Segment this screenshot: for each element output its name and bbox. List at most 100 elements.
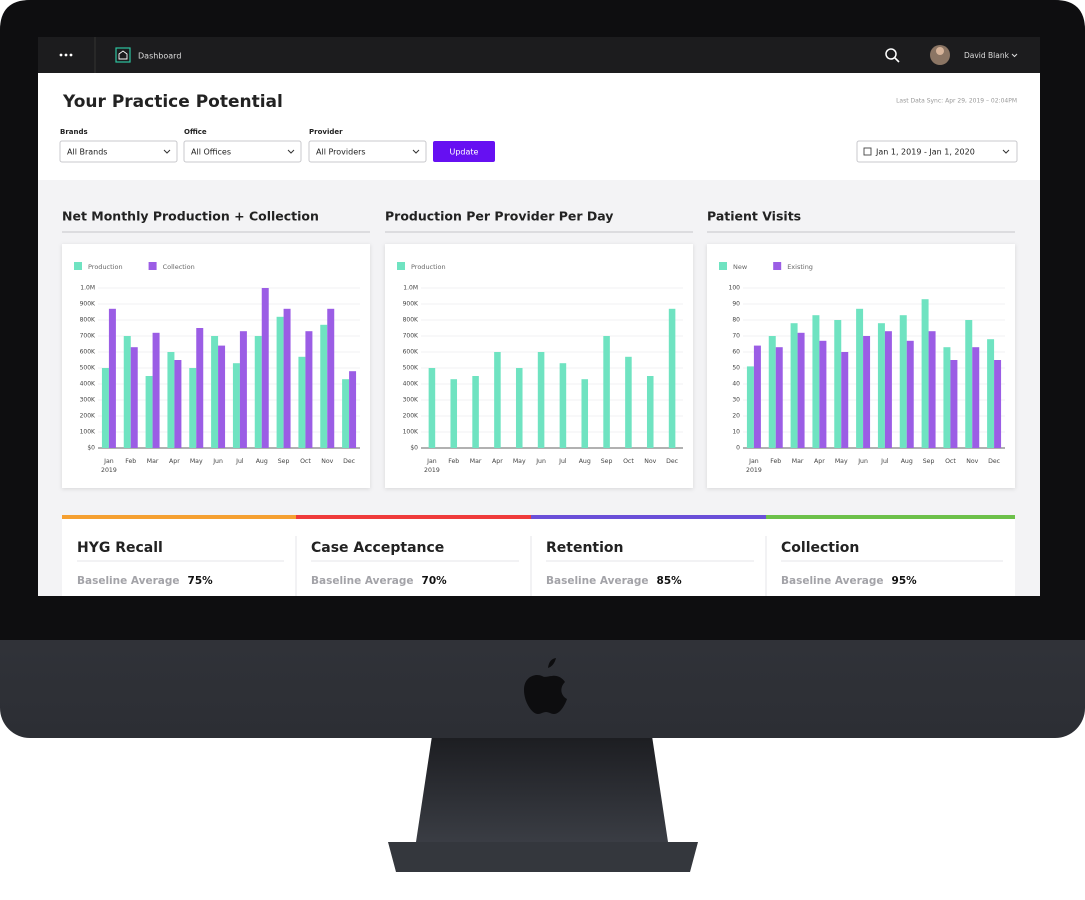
legend-label: Production [88,263,123,271]
x-year-label: 2019 [424,467,440,474]
date-picker[interactable] [856,140,1018,163]
charts: Net Monthly Production + Collection Produ… [62,209,1015,488]
stand-neck [416,736,668,842]
bar [196,328,204,448]
user-chevron [1011,53,1018,58]
legend-swatch [148,262,157,270]
x-tick-label: Jun [535,458,546,465]
y-tick-label: 10 [732,429,740,436]
dropdown-chevron [412,149,420,154]
dropdown[interactable] [308,140,427,163]
y-tick-label: 200K [80,413,96,420]
bar [841,352,849,448]
y-tick-label: 100K [403,429,419,436]
filters: Brands All Brands Office All Offices Provide… [59,128,427,163]
x-tick-label: Jun [212,458,223,465]
bar [130,347,138,448]
dropdown[interactable] [183,140,302,163]
kpi-label: Baseline Average [77,575,180,587]
x-tick-label: May [835,458,848,465]
search-icon[interactable] [885,48,900,63]
y-tick-label: 70 [732,333,740,340]
bar [276,316,284,448]
kpi-title: Case Acceptance [311,540,444,556]
y-tick-label: 300K [403,397,419,404]
y-tick-label: 400K [403,381,419,388]
bar [668,308,676,448]
kpi-card [62,516,296,596]
bar [428,368,436,448]
y-tick-label: 800K [80,317,96,324]
home-icon[interactable] [115,47,131,63]
bar [167,352,175,448]
stand-base [388,842,698,872]
x-tick-label: Nov [644,458,656,465]
update-label[interactable]: Update [450,148,479,157]
dropdown[interactable] [59,140,178,163]
bar [283,308,291,448]
x-tick-label: Sep [601,458,613,465]
date-chevron [1002,149,1010,154]
kpi-color-bar [766,515,1015,519]
y-tick-label: 90 [732,301,740,308]
x-tick-label: Mar [792,458,804,465]
date-range[interactable]: Jan 1, 2019 - Jan 1, 2020 [875,148,975,157]
bar [218,345,226,448]
menu-button[interactable] [59,53,73,57]
bar [928,331,936,448]
x-tick-label: Apr [169,458,180,465]
dropdown-value[interactable]: All Offices [191,148,231,157]
x-tick-label: Dec [666,458,679,465]
dropdown-chevron [163,149,171,154]
bar [515,368,523,448]
x-tick-label: Jan [426,458,437,465]
sync-text: Last Data Sync: Apr 29, 2019 – 02:04PM [896,98,1017,105]
y-tick-label: 500K [80,365,96,372]
x-tick-label: Mar [470,458,482,465]
bar [746,366,754,448]
avatar-face [936,47,944,55]
x-tick-label: May [513,458,526,465]
dropdown-value[interactable]: All Brands [67,148,107,157]
bar [775,347,783,448]
bar [123,336,131,448]
bar [819,340,827,448]
kpi-label: Baseline Average [311,575,414,587]
bar [254,336,262,448]
chart: Production Per Provider Per Day Productio… [385,209,693,488]
user-name[interactable]: David Blank [964,51,1010,60]
bar [899,315,907,448]
bar [790,323,798,448]
y-tick-label: 400K [80,381,96,388]
bar [349,371,357,448]
x-tick-label: Nov [321,458,333,465]
bar [768,336,776,448]
bar [559,363,567,448]
y-tick-label: 30 [732,397,740,404]
update-button[interactable] [433,141,495,162]
x-tick-label: Aug [256,458,268,465]
y-tick-label: $0 [87,445,95,452]
x-tick-label: Dec [988,458,1001,465]
y-tick-label: 700K [80,333,96,340]
bar [834,320,842,448]
chart: Patient Visits New Existing 0 10 20 30 40 50 60 70… [707,209,1015,488]
x-tick-label: Oct [623,458,634,465]
bar [320,324,328,448]
legend-label: Production [411,263,446,271]
screen: Dashboard David Blank Your Practice Pote… [38,37,1040,596]
page-name[interactable]: Dashboard [138,52,181,61]
bar [753,345,761,448]
x-tick-label: Jan [748,458,759,465]
bar [327,308,335,448]
x-tick-label: Aug [579,458,591,465]
x-tick-label: Jan [103,458,114,465]
dropdown-value[interactable]: All Providers [316,148,366,157]
y-tick-label: 20 [732,413,740,420]
bar [625,356,632,448]
y-tick-label: 800K [403,317,419,324]
bar [863,336,871,448]
chart-title: Production Per Provider Per Day [385,209,613,224]
x-tick-label: Jul [235,458,244,465]
